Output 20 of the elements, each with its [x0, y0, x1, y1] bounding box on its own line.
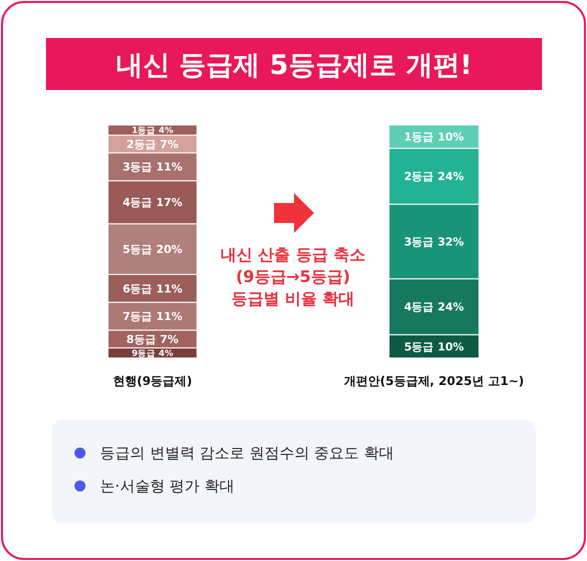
data-label: 7등급 11% — [122, 310, 182, 324]
data-label: 1등급 4% — [132, 126, 174, 136]
data-label: 8등급 7% — [126, 332, 179, 346]
x-tick-label: 현행(9등급제) — [112, 374, 192, 388]
data-label: 3등급 11% — [122, 160, 182, 174]
data-label: 2등급 7% — [126, 138, 179, 151]
data-label: 2등급 24% — [404, 170, 464, 184]
text: 논·서술형 평가 확대 — [100, 477, 234, 495]
text: 내신 등급제 5등급제로 개편! — [116, 50, 472, 81]
text: 등급의 변별력 감소로 원점수의 중요도 확대 — [100, 444, 394, 462]
data-label: 3등급 32% — [404, 235, 464, 248]
data-label: 1등급 10% — [404, 130, 464, 144]
data-label: 4등급 24% — [404, 300, 464, 314]
data-label: 5등급 10% — [404, 340, 464, 354]
data-label: 4등급 17% — [122, 196, 182, 210]
data-label: 5등급 20% — [122, 243, 182, 256]
data-label: 9등급 4% — [132, 349, 174, 360]
x-tick-label: 개편안(5등급제, 2025년 고1~) — [344, 374, 524, 388]
text: 내신 산출 등급 축소 (9등급→5등급) 등급별 비율 확대 — [220, 245, 366, 308]
data-label: 6등급 11% — [122, 282, 182, 296]
